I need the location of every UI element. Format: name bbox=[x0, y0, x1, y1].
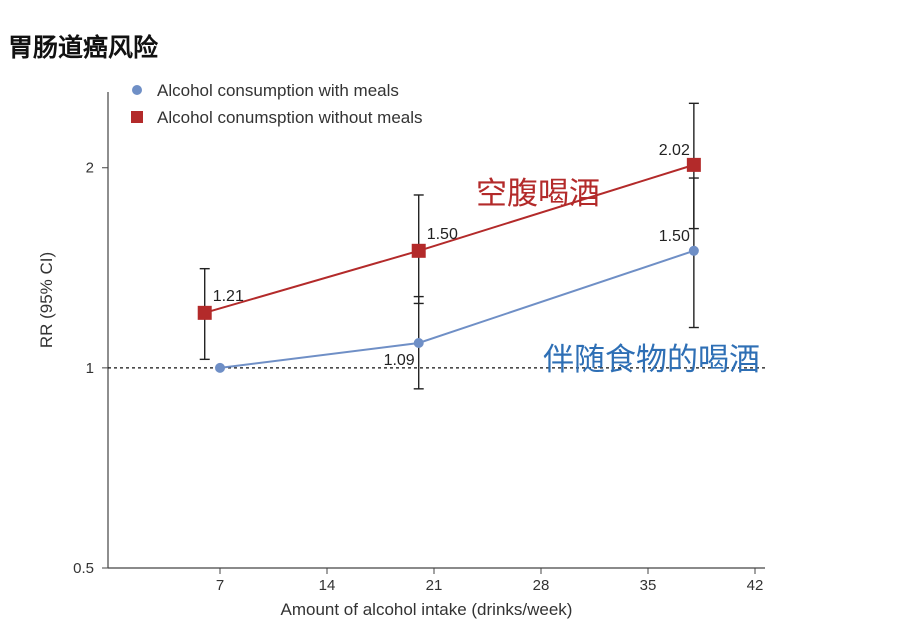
data-labels-group: 1.09 1.50 1.21 1.50 2.02 bbox=[213, 142, 690, 369]
y-tick-label: 0.5 bbox=[73, 560, 94, 577]
annotation-drinking-with-food: 伴随食物的喝酒 bbox=[543, 342, 760, 378]
page-title: 胃肠道癌风险 bbox=[8, 33, 159, 62]
x-tick-label: 7 bbox=[216, 577, 224, 594]
x-tick-label: 14 bbox=[319, 577, 336, 594]
chart-axes: 7 14 21 28 35 42 0.5 1 2 Amount of alcohol intake… bbox=[37, 92, 765, 619]
legend-entry-label: Alcohol consumption with meals bbox=[157, 81, 399, 100]
data-point-circle bbox=[688, 245, 699, 256]
y-axis-label: RR (95% CI) bbox=[37, 252, 56, 348]
x-tick-label: 28 bbox=[533, 577, 550, 594]
data-point-circle bbox=[215, 362, 225, 373]
series-group bbox=[197, 102, 701, 390]
data-label: 1.21 bbox=[213, 288, 244, 305]
data-label: 1.50 bbox=[427, 226, 458, 243]
data-label: 1.09 bbox=[384, 352, 415, 369]
x-tick-label: 21 bbox=[426, 577, 443, 594]
data-label: 1.50 bbox=[659, 228, 690, 245]
legend-entry-label: Alcohol conumsption without meals bbox=[157, 108, 423, 127]
data-point-square bbox=[411, 243, 426, 258]
legend: Alcohol consumption with meals Alcohol co… bbox=[131, 81, 423, 127]
data-label: 2.02 bbox=[659, 142, 690, 159]
y-tick-label: 1 bbox=[86, 360, 94, 377]
data-point-square bbox=[197, 305, 212, 320]
legend-marker-circle bbox=[132, 85, 142, 95]
legend-marker-square bbox=[131, 111, 143, 123]
data-point-square bbox=[686, 157, 701, 172]
data-point-circle bbox=[413, 337, 424, 348]
y-tick-label: 2 bbox=[86, 160, 94, 177]
x-axis-label: Amount of alcohol intake (drinks/week) bbox=[281, 600, 573, 619]
x-tick-label: 35 bbox=[640, 577, 657, 594]
annotation-fasting-drinking: 空腹喝酒 bbox=[476, 176, 600, 212]
x-tick-label: 42 bbox=[747, 577, 764, 594]
